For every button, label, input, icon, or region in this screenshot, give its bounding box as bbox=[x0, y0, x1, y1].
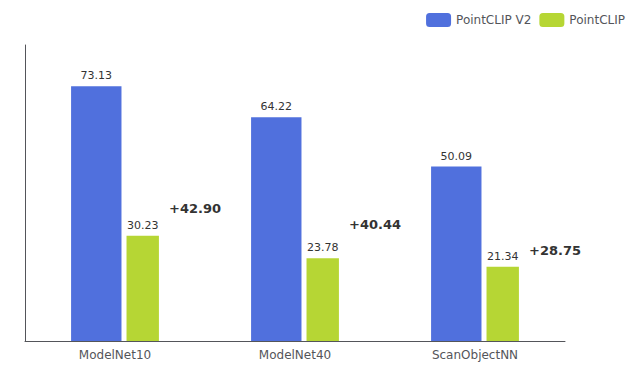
svg-text:ModelNet10: ModelNet10 bbox=[79, 348, 151, 362]
svg-text:50.09: 50.09 bbox=[441, 150, 473, 163]
svg-text:23.78: 23.78 bbox=[307, 241, 339, 254]
svg-text:PointCLIP: PointCLIP bbox=[569, 13, 625, 27]
svg-text:64.22: 64.22 bbox=[261, 100, 293, 113]
svg-text:+28.75: +28.75 bbox=[529, 243, 581, 258]
svg-text:ScanObjectNN: ScanObjectNN bbox=[432, 348, 518, 362]
svg-text:PointCLIP V2: PointCLIP V2 bbox=[456, 13, 531, 27]
svg-text:21.34: 21.34 bbox=[487, 250, 518, 263]
svg-text:73.13: 73.13 bbox=[81, 69, 113, 82]
svg-text:30.23: 30.23 bbox=[127, 219, 159, 232]
svg-text:ModelNet40: ModelNet40 bbox=[259, 348, 331, 362]
svg-text:+40.44: +40.44 bbox=[349, 217, 401, 232]
svg-text:+42.90: +42.90 bbox=[169, 201, 221, 216]
